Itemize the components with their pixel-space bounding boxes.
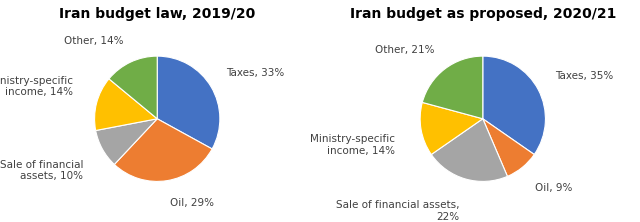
Wedge shape xyxy=(431,119,508,181)
Wedge shape xyxy=(483,56,545,155)
Wedge shape xyxy=(157,56,220,149)
Text: Ministry-specific
income, 14%: Ministry-specific income, 14% xyxy=(310,134,395,156)
Wedge shape xyxy=(422,56,483,119)
Text: Oil, 29%: Oil, 29% xyxy=(170,198,214,208)
Title: Iran budget law, 2019/20: Iran budget law, 2019/20 xyxy=(59,7,255,21)
Title: Iran budget as proposed, 2020/21: Iran budget as proposed, 2020/21 xyxy=(349,7,616,21)
Wedge shape xyxy=(115,119,212,181)
Text: Sale of financial
assets, 10%: Sale of financial assets, 10% xyxy=(0,160,83,181)
Wedge shape xyxy=(420,102,483,155)
Wedge shape xyxy=(95,79,157,131)
Text: Sale of financial assets,
22%: Sale of financial assets, 22% xyxy=(336,200,460,222)
Text: Taxes, 33%: Taxes, 33% xyxy=(227,68,285,78)
Wedge shape xyxy=(95,119,157,165)
Text: Other, 14%: Other, 14% xyxy=(63,36,123,46)
Wedge shape xyxy=(109,56,157,119)
Text: Other, 21%: Other, 21% xyxy=(374,45,434,55)
Wedge shape xyxy=(483,119,534,176)
Text: Taxes, 35%: Taxes, 35% xyxy=(555,71,613,81)
Text: Ministry-specific
income, 14%: Ministry-specific income, 14% xyxy=(0,76,74,97)
Text: Oil, 9%: Oil, 9% xyxy=(535,183,572,193)
